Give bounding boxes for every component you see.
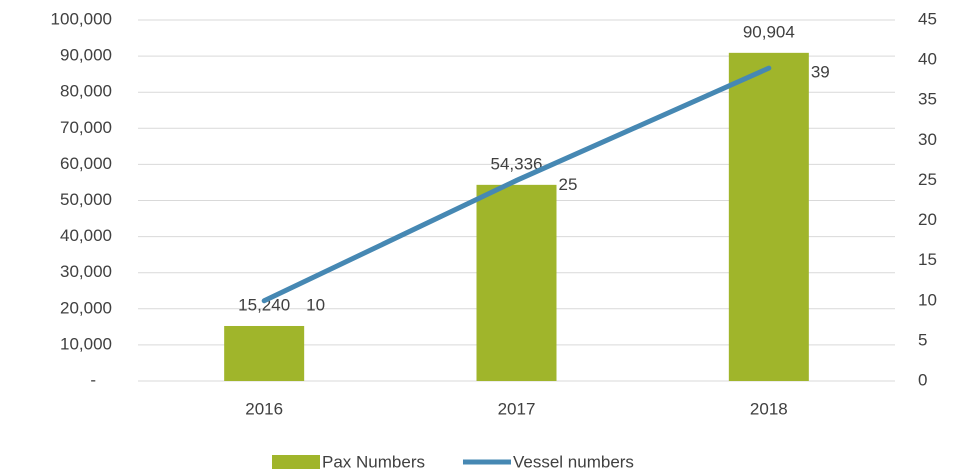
y-tick-label: 60,000 <box>60 154 112 173</box>
y2-tick-label: 30 <box>918 130 937 149</box>
bar <box>728 52 809 382</box>
bar <box>224 325 305 381</box>
y2-tick-label: 25 <box>918 170 937 189</box>
legend-swatch <box>272 455 320 469</box>
y-tick-label: 20,000 <box>60 298 112 317</box>
y2-tick-label: 45 <box>918 9 937 28</box>
line-value-label: 25 <box>559 175 578 194</box>
y-tick-label: 80,000 <box>60 82 112 101</box>
line <box>261 65 772 304</box>
y-tick-label: 40,000 <box>60 226 112 245</box>
bar-value-label: 90,904 <box>743 22 795 41</box>
line-value-label: 10 <box>306 295 325 314</box>
legend-label: Pax Numbers <box>322 452 425 471</box>
line-value-label: 39 <box>811 63 830 82</box>
x-tick-label: 2017 <box>498 399 536 418</box>
y-tick-label: 90,000 <box>60 46 112 65</box>
y-tick-label: 50,000 <box>60 190 112 209</box>
y2-tick-label: 10 <box>918 290 937 309</box>
y-tick-label: - <box>90 370 96 389</box>
y2-tick-label: 5 <box>918 330 927 349</box>
x-tick-label: 2018 <box>750 399 788 418</box>
y2-tick-label: 15 <box>918 250 937 269</box>
bar-value-label: 15,240 <box>238 295 290 314</box>
y2-tick-label: 0 <box>918 370 927 389</box>
y2-tick-label: 20 <box>918 210 937 229</box>
y-tick-label: 30,000 <box>60 262 112 281</box>
y-tick-label: 70,000 <box>60 118 112 137</box>
bar-value-label: 54,336 <box>491 154 543 173</box>
y-tick-label: 10,000 <box>60 334 112 353</box>
y-tick-label: 100,000 <box>51 9 112 28</box>
y2-tick-label: 40 <box>918 50 937 69</box>
bar <box>476 184 557 381</box>
x-tick-label: 2016 <box>245 399 283 418</box>
y2-tick-label: 35 <box>918 90 937 109</box>
legend-label: Vessel numbers <box>513 452 634 471</box>
